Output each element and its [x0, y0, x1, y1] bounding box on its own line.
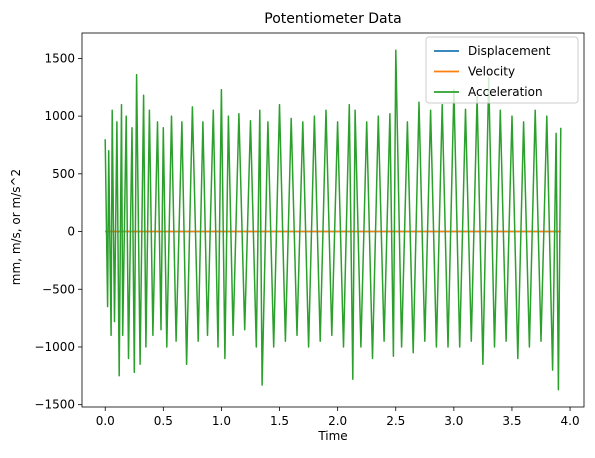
x-tick-label: 2.0	[328, 414, 347, 428]
y-tick-label: −1000	[34, 340, 75, 354]
plot-area	[104, 49, 562, 391]
x-tick-label: 3.5	[502, 414, 521, 428]
x-tick-label: 4.0	[561, 414, 580, 428]
chart-title: Potentiometer Data	[264, 11, 401, 27]
series-line-acceleration	[104, 49, 562, 391]
x-tick-label: 0.5	[154, 414, 173, 428]
y-tick-label: −1500	[34, 398, 75, 412]
y-tick-label: 1500	[44, 51, 75, 65]
legend-label-velocity: Velocity	[468, 65, 515, 79]
x-axis-label: Time	[317, 429, 347, 443]
legend-label-displacement: Displacement	[468, 44, 551, 58]
x-tick-label: 2.5	[386, 414, 405, 428]
x-tick-label: 1.0	[212, 414, 231, 428]
axes: 0.0 0.5 1.0 1.5 2.0 2.5 3.0 3.5 4.0 −1500 −1000 −50…	[34, 32, 585, 428]
y-tick-label: −500	[42, 282, 75, 296]
y-tick-label: 1000	[44, 109, 75, 123]
y-tick-label: 0	[67, 225, 75, 239]
legend: Displacement Velocity Acceleration	[425, 36, 579, 104]
legend-box	[425, 36, 579, 104]
axes-frame	[81, 32, 585, 408]
x-tick-label: 3.0	[444, 414, 463, 428]
x-tick-label: 0.0	[96, 414, 115, 428]
legend-label-acceleration: Acceleration	[468, 85, 543, 99]
y-axis-label: mm, m/s, or m/s^2	[9, 169, 23, 285]
x-tick-label: 1.5	[270, 414, 289, 428]
y-tick-label: 500	[52, 167, 75, 181]
